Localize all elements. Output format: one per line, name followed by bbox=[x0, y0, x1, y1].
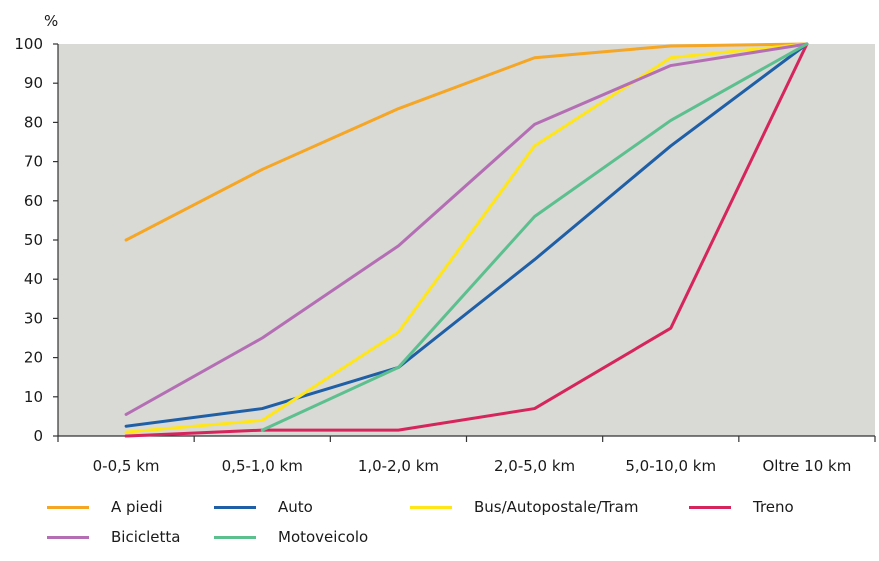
y-tick-label: 30 bbox=[24, 309, 43, 327]
y-tick-label: 100 bbox=[14, 35, 43, 53]
y-tick-label: 0 bbox=[33, 427, 43, 445]
y-tick-label: 80 bbox=[24, 113, 43, 131]
series-line-motoveicolo bbox=[260, 42, 809, 432]
x-tick-label: 0-0,5 km bbox=[93, 457, 160, 475]
x-tick-label: Oltre 10 km bbox=[762, 457, 851, 475]
x-tick-label: 5,0-10,0 km bbox=[625, 457, 716, 475]
series-line-bicicletta bbox=[124, 42, 809, 416]
y-tick-label: 10 bbox=[24, 388, 43, 406]
series-lines bbox=[124, 42, 809, 438]
y-tick-label: 50 bbox=[24, 231, 43, 249]
x-tick-label: 2,0-5,0 km bbox=[494, 457, 575, 475]
y-tick-label: 90 bbox=[24, 74, 43, 92]
series-line-a-piedi bbox=[124, 42, 809, 242]
x-tick-label: 1,0-2,0 km bbox=[358, 457, 439, 475]
y-tick-label: 40 bbox=[24, 270, 43, 288]
x-tick-label: 0,5-1,0 km bbox=[222, 457, 303, 475]
series-line-auto bbox=[124, 42, 809, 428]
y-axis: 0 10 20 30 40 50 60 70 80 90 100 bbox=[14, 35, 59, 445]
y-tick-label: 20 bbox=[24, 349, 43, 367]
series-line-treno bbox=[124, 42, 809, 438]
series-line-bus-autopostale-tram bbox=[124, 42, 809, 434]
x-axis: 0-0,5 km 0,5-1,0 km 1,0-2,0 km 2,0-5,0 km 5,… bbox=[57, 435, 876, 475]
y-tick-label: 70 bbox=[24, 153, 43, 171]
y-tick-label: 60 bbox=[24, 192, 43, 210]
y-axis-label: % bbox=[44, 12, 58, 30]
